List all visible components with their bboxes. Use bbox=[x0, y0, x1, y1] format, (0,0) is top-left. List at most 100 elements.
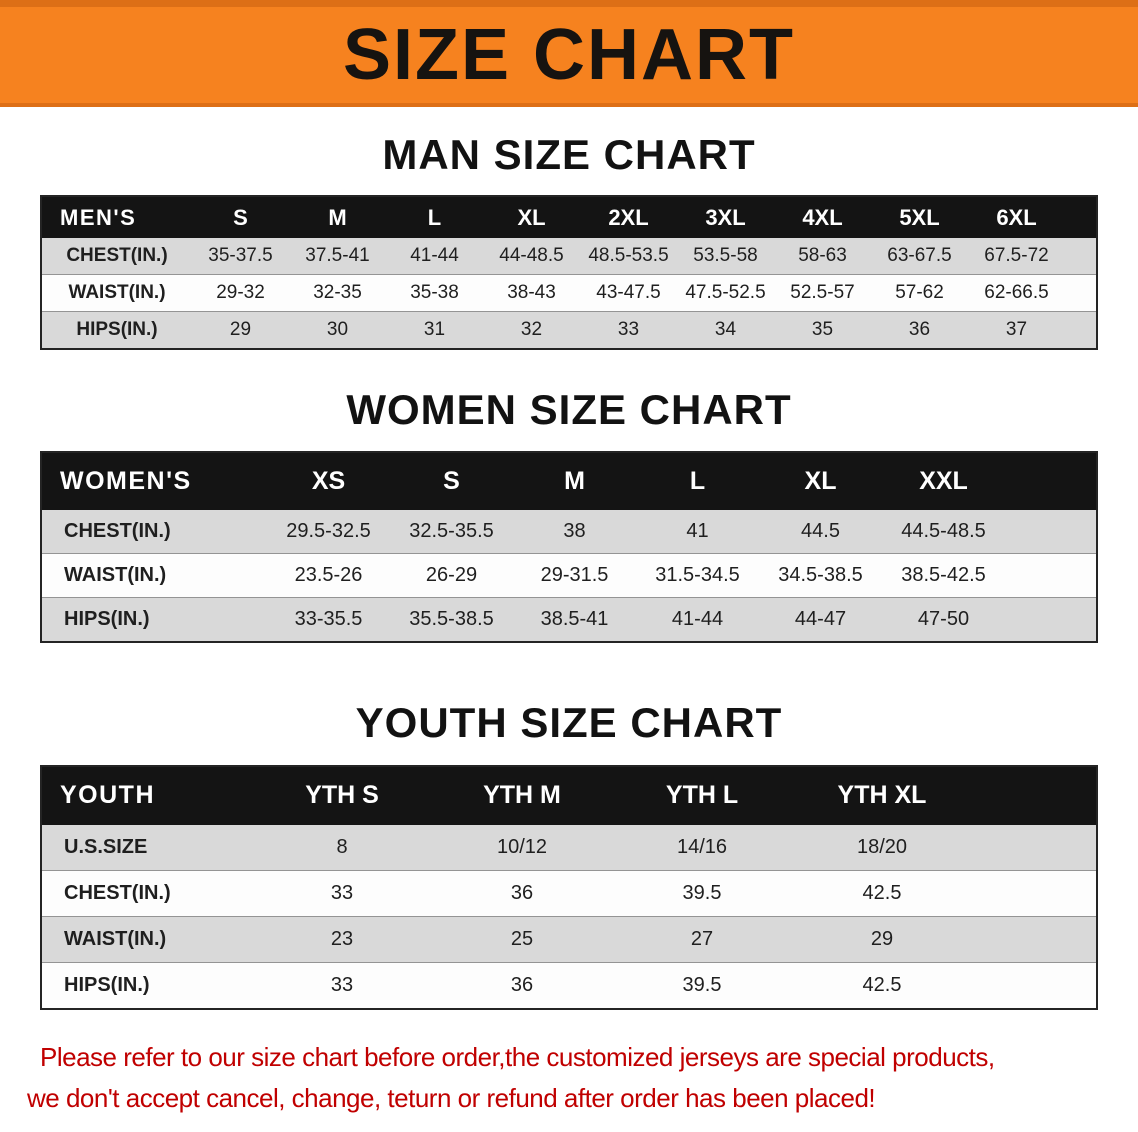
men-table-header-row: MEN'S S M L XL 2XL 3XL 4XL 5XL 6XL bbox=[42, 197, 1096, 239]
size-value-cell: 34.5-38.5 bbox=[778, 563, 863, 586]
banner: SIZE CHART bbox=[0, 0, 1138, 107]
size-value-cell: 44.5 bbox=[801, 519, 840, 542]
men-size-section: MAN SIZE CHART MEN'S S M L XL 2XL 3XL 4X… bbox=[0, 131, 1138, 351]
row-label-cell: WAIST(IN.) bbox=[68, 282, 166, 304]
men-section-heading: MAN SIZE CHART bbox=[382, 131, 756, 178]
size-value-cell: 62-66.5 bbox=[984, 282, 1049, 304]
size-value-cell: 29-31.5 bbox=[540, 563, 609, 586]
column-header-cell: S bbox=[233, 204, 248, 230]
table-row: CHEST(IN.) 33 36 39.5 42.5 bbox=[42, 869, 1096, 916]
size-value-cell: 37 bbox=[1005, 319, 1028, 341]
size-value-cell: 53.5-58 bbox=[693, 245, 758, 267]
size-value-cell: 23.5-26 bbox=[294, 563, 363, 586]
youth-size-section: YOUTH SIZE CHART YOUTH YTH S YTH M YTH L… bbox=[0, 699, 1138, 1010]
women-section-heading: WOMEN SIZE CHART bbox=[346, 386, 792, 434]
size-value-cell: 63-67.5 bbox=[887, 245, 952, 267]
column-header-cell: XXL bbox=[919, 466, 968, 495]
size-value-cell: 35 bbox=[811, 319, 834, 341]
size-value-cell: 39.5 bbox=[682, 881, 722, 904]
size-value-cell: 41-44 bbox=[671, 607, 724, 630]
column-header-cell: XS bbox=[311, 466, 346, 495]
table-row: HIPS(IN.) 33-35.5 35.5-38.5 38.5-41 41-4… bbox=[42, 596, 1096, 641]
size-value-cell: 32-35 bbox=[313, 282, 362, 304]
column-header-cell: L bbox=[689, 466, 706, 495]
size-value-cell: 10/12 bbox=[496, 835, 548, 858]
table-row: HIPS(IN.) 33 36 39.5 42.5 bbox=[42, 961, 1096, 1008]
row-label-cell: HIPS(IN.) bbox=[64, 607, 150, 630]
table-title-cell: YOUTH bbox=[60, 781, 155, 810]
size-value-cell: 38.5-42.5 bbox=[901, 563, 986, 586]
row-label-cell: HIPS(IN.) bbox=[76, 319, 158, 341]
table-row: WAIST(IN.) 23 25 27 29 bbox=[42, 915, 1096, 962]
size-value-cell: 57-62 bbox=[895, 282, 944, 304]
row-label-cell: WAIST(IN.) bbox=[64, 927, 167, 950]
column-header-cell: 5XL bbox=[899, 204, 940, 230]
column-header-cell: M bbox=[328, 204, 347, 230]
table-row: U.S.SIZE 8 10/12 14/16 18/20 bbox=[42, 824, 1096, 870]
size-value-cell: 35-37.5 bbox=[208, 245, 273, 267]
size-value-cell: 26-29 bbox=[425, 563, 478, 586]
column-header-cell: 3XL bbox=[705, 204, 746, 230]
table-row: HIPS(IN.) 29 30 31 32 33 34 35 36 37 bbox=[42, 311, 1096, 349]
size-value-cell: 31.5-34.5 bbox=[655, 563, 740, 586]
column-header-cell: S bbox=[443, 466, 460, 495]
notice-line-2: we don't accept cancel, change, teturn o… bbox=[27, 1082, 876, 1113]
size-value-cell: 30 bbox=[326, 319, 349, 341]
size-value-cell: 33 bbox=[330, 881, 354, 904]
youth-section-heading: YOUTH SIZE CHART bbox=[355, 698, 783, 746]
men-size-table: MEN'S S M L XL 2XL 3XL 4XL 5XL 6XL CHEST… bbox=[40, 195, 1098, 351]
column-header-cell: YTH L bbox=[665, 781, 739, 810]
table-row: WAIST(IN.) 23.5-26 26-29 29-31.5 31.5-34… bbox=[42, 552, 1096, 597]
size-value-cell: 35-38 bbox=[410, 282, 459, 304]
women-size-section: WOMEN SIZE CHART WOMEN'S XS S M L XL XXL… bbox=[0, 386, 1138, 643]
size-value-cell: 36 bbox=[510, 881, 534, 904]
size-value-cell: 32.5-35.5 bbox=[409, 519, 494, 542]
size-value-cell: 52.5-57 bbox=[790, 282, 855, 304]
column-header-cell: M bbox=[564, 466, 585, 495]
size-value-cell: 29 bbox=[229, 319, 252, 341]
table-title-cell: MEN'S bbox=[60, 204, 137, 230]
column-header-cell: YTH S bbox=[305, 781, 379, 810]
size-value-cell: 31 bbox=[423, 319, 446, 341]
size-value-cell: 27 bbox=[690, 927, 714, 950]
size-value-cell: 29 bbox=[870, 927, 894, 950]
size-value-cell: 48.5-53.5 bbox=[588, 245, 669, 267]
notice-line-1: Please refer to our size chart before or… bbox=[40, 1041, 995, 1072]
order-notice: Please refer to our size chart before or… bbox=[0, 1040, 1138, 1117]
youth-size-table: YOUTH YTH S YTH M YTH L YTH XL U.S.SIZE … bbox=[40, 764, 1098, 1010]
size-value-cell: 42.5 bbox=[862, 973, 902, 996]
column-header-cell: XL bbox=[804, 466, 837, 495]
size-value-cell: 34 bbox=[714, 319, 737, 341]
table-row: CHEST(IN.) 35-37.5 37.5-41 41-44 44-48.5… bbox=[42, 238, 1096, 275]
size-value-cell: 29-32 bbox=[216, 282, 265, 304]
women-size-table: WOMEN'S XS S M L XL XXL CHEST(IN.) 29.5-… bbox=[40, 450, 1098, 643]
row-label-cell: CHEST(IN.) bbox=[64, 881, 171, 904]
size-value-cell: 36 bbox=[510, 973, 534, 996]
table-title-cell: WOMEN'S bbox=[60, 466, 192, 495]
table-row: WAIST(IN.) 29-32 32-35 35-38 38-43 43-47… bbox=[42, 274, 1096, 312]
row-label-cell: CHEST(IN.) bbox=[64, 519, 171, 542]
row-label-cell: HIPS(IN.) bbox=[64, 973, 150, 996]
size-value-cell: 18/20 bbox=[856, 835, 908, 858]
size-value-cell: 43-47.5 bbox=[596, 282, 661, 304]
size-value-cell: 39.5 bbox=[682, 973, 722, 996]
size-value-cell: 25 bbox=[510, 927, 534, 950]
column-header-cell: YTH XL bbox=[837, 781, 927, 810]
size-value-cell: 23 bbox=[330, 927, 354, 950]
column-header-cell: 6XL bbox=[996, 204, 1037, 230]
row-label-cell: CHEST(IN.) bbox=[66, 245, 168, 267]
size-value-cell: 37.5-41 bbox=[305, 245, 370, 267]
column-header-cell: YTH M bbox=[483, 781, 561, 810]
size-value-cell: 47-50 bbox=[917, 607, 970, 630]
size-value-cell: 44.5-48.5 bbox=[901, 519, 986, 542]
size-value-cell: 38-43 bbox=[507, 282, 556, 304]
size-value-cell: 38.5-41 bbox=[540, 607, 609, 630]
women-table-header-row: WOMEN'S XS S M L XL XXL bbox=[42, 452, 1096, 510]
column-header-cell: 2XL bbox=[608, 204, 649, 230]
size-value-cell: 42.5 bbox=[862, 881, 902, 904]
size-value-cell: 44-47 bbox=[794, 607, 847, 630]
youth-table-header-row: YOUTH YTH S YTH M YTH L YTH XL bbox=[42, 766, 1096, 825]
row-label-cell: U.S.SIZE bbox=[64, 835, 148, 858]
size-value-cell: 58-63 bbox=[798, 245, 847, 267]
